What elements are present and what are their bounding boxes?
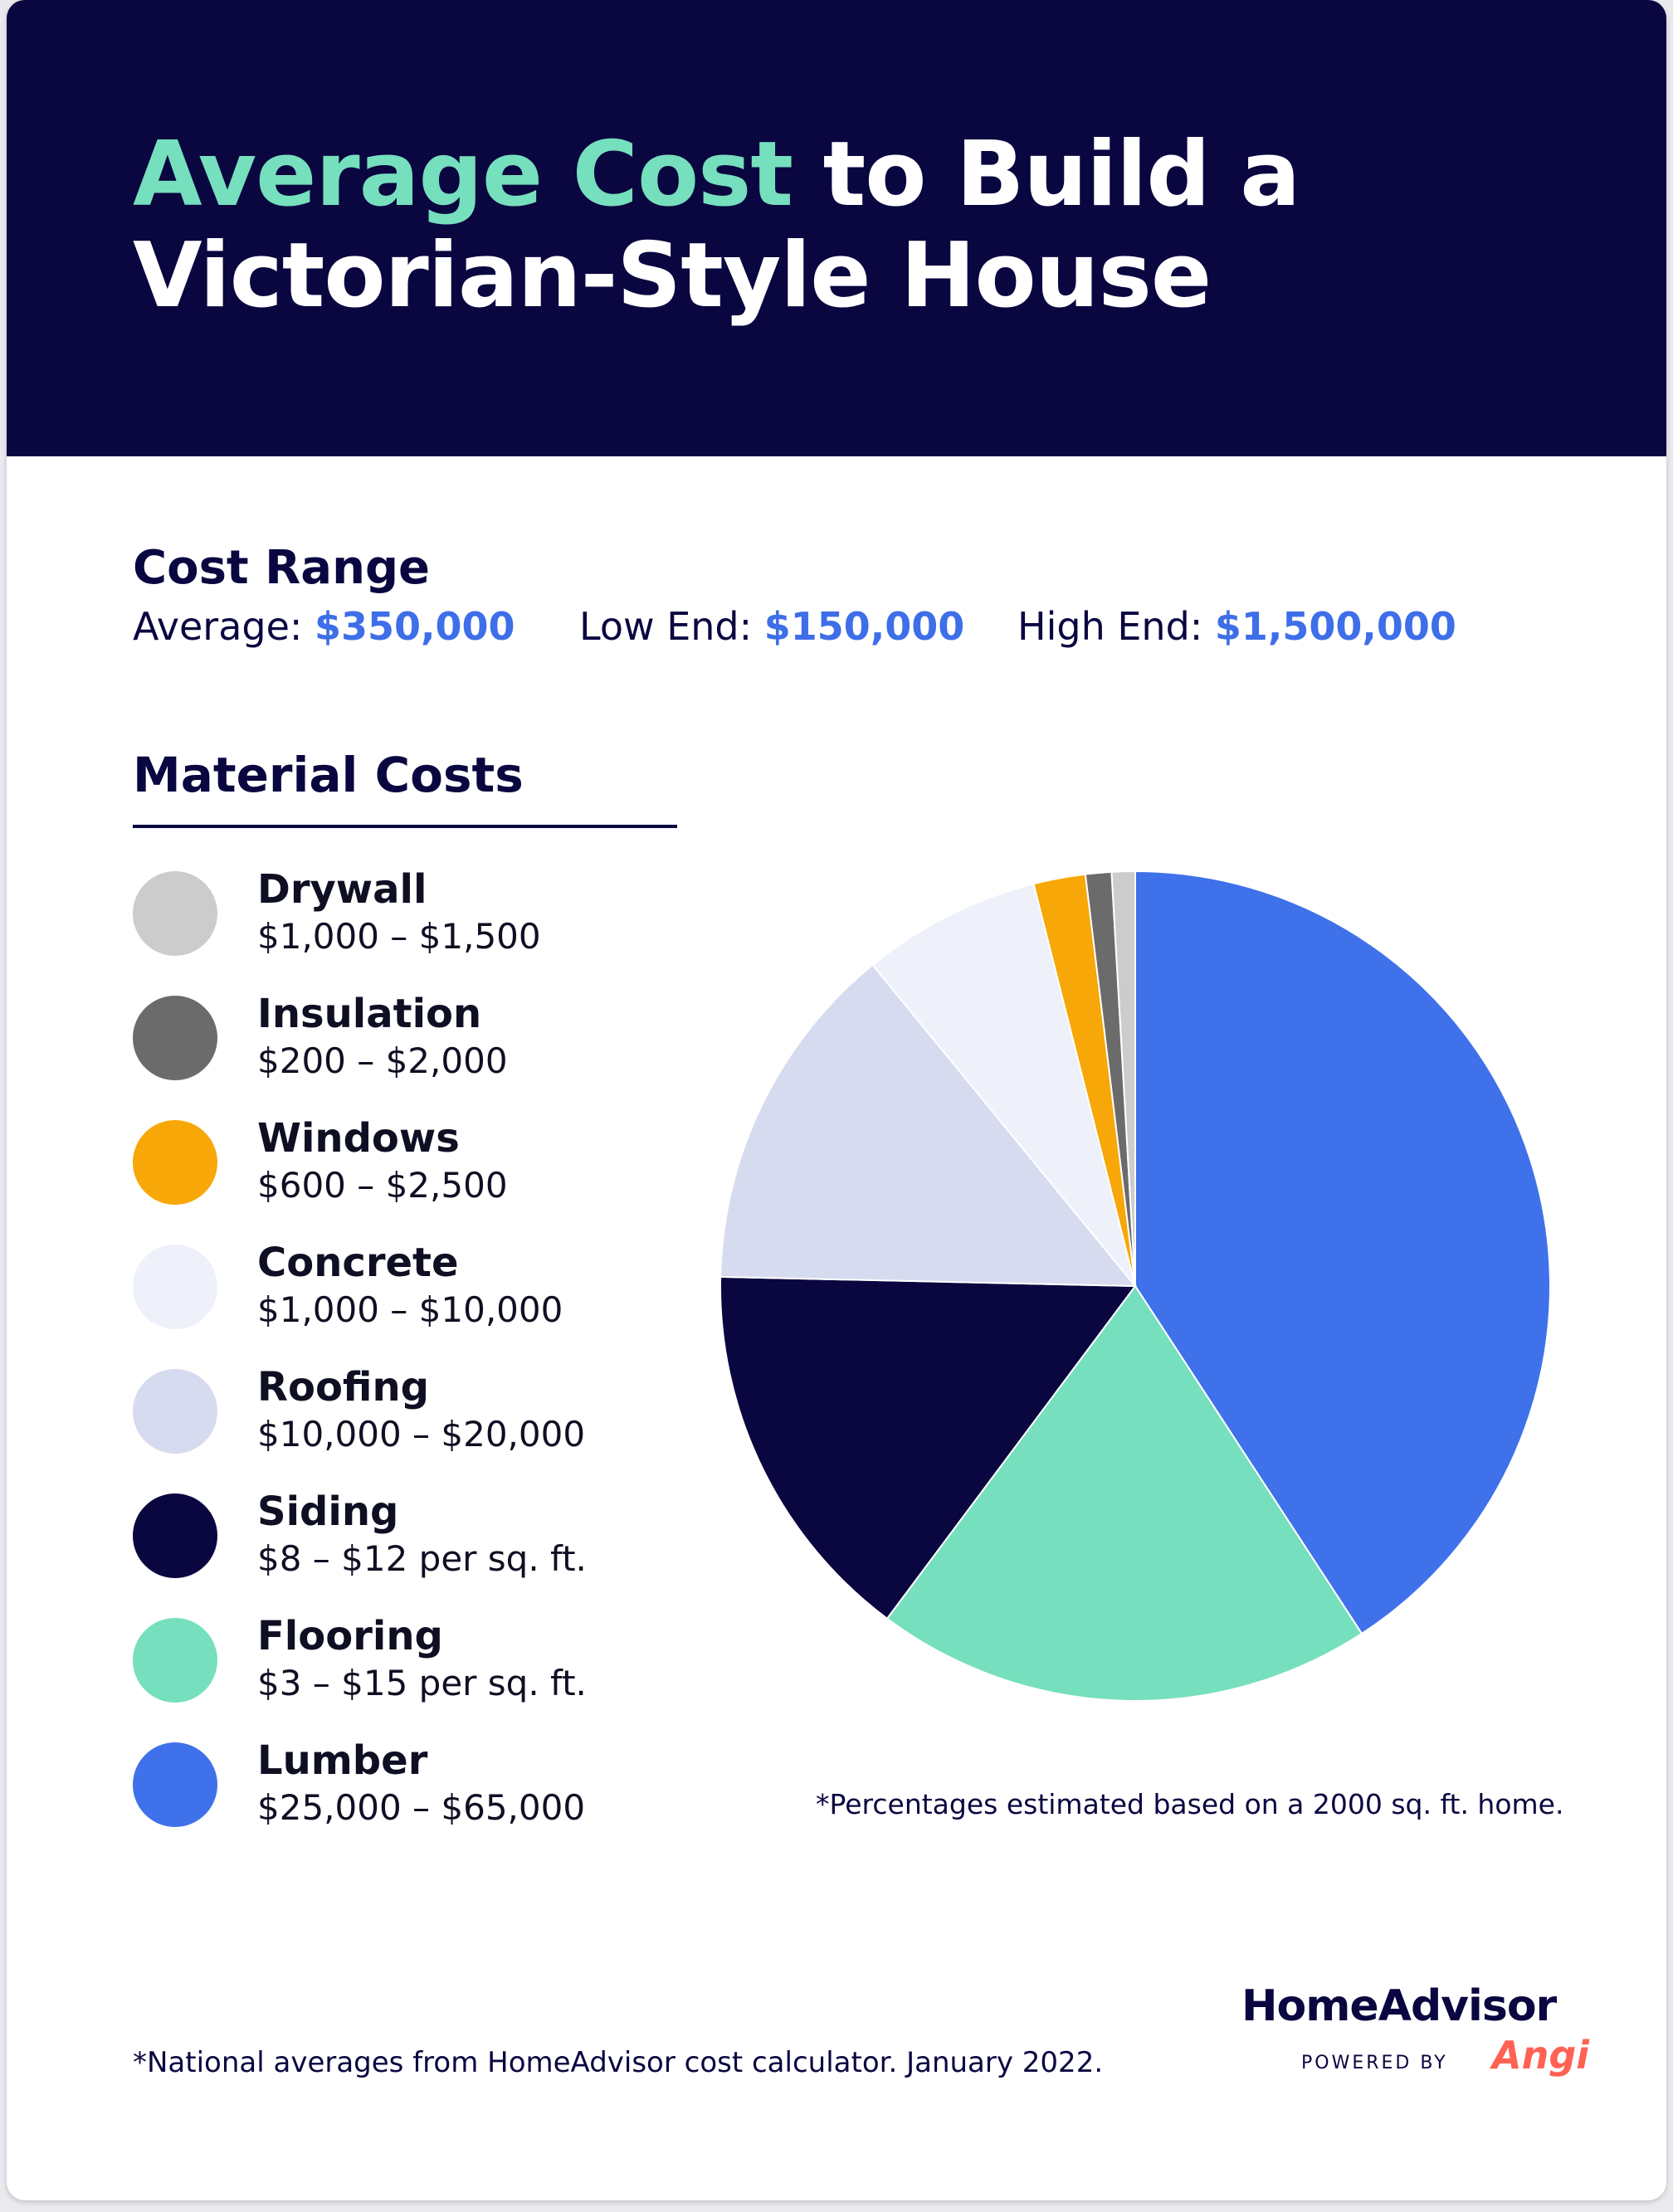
pie-slice-flooring [885, 1284, 1363, 1702]
legend-range: $200 – $2,000 [257, 1040, 508, 1081]
legend-name: Siding [257, 1488, 399, 1535]
legend-swatch-siding [133, 1493, 217, 1578]
material-costs-heading: Material Costs [133, 747, 524, 803]
title-accent: Average Cost [133, 123, 793, 227]
average-value: $350,000 [315, 604, 515, 649]
title-line-2: Victorian-Style House [133, 224, 1212, 328]
average-cost: Average: $350,000 [133, 604, 515, 649]
legend-range: $600 – $2,500 [257, 1165, 508, 1206]
heading-divider [133, 825, 677, 828]
pie-chart [719, 870, 1551, 1702]
legend-swatch-concrete [133, 1245, 217, 1329]
legend-range: $10,000 – $20,000 [257, 1414, 586, 1454]
legend-swatch-flooring [133, 1618, 217, 1703]
pie-slice-siding [719, 1275, 1137, 1620]
homeadvisor-logo: HomeAdvisor [1241, 1981, 1557, 2031]
average-label: Average: [133, 604, 303, 649]
title-rest: to Build a [793, 123, 1300, 227]
legend-name: Roofing [257, 1364, 430, 1411]
legend-item-roofing: Roofing $10,000 – $20,000 [133, 1364, 730, 1469]
powered-by-label: POWERED BY [1301, 2053, 1448, 2073]
pie-slice-drywall [1110, 870, 1136, 1287]
page-title: Average Cost to Build a Victorian-Style H… [133, 124, 1300, 327]
legend-name: Lumber [257, 1737, 428, 1784]
legend-item-insulation: Insulation $200 – $2,000 [133, 991, 730, 1095]
chart-note: *Percentages estimated based on a 2000 s… [816, 1788, 1564, 1820]
infographic-card: Average Cost to Build a Victorian-Style H… [7, 0, 1666, 2200]
low-end-value: $150,000 [763, 604, 965, 649]
legend-name: Drywall [257, 866, 427, 913]
legend-name: Insulation [257, 991, 482, 1037]
high-end-cost: High End: $1,500,000 [1017, 604, 1456, 649]
legend-swatch-roofing [133, 1369, 217, 1454]
legend-swatch-drywall [133, 871, 217, 956]
legend-item-siding: Siding $8 – $12 per sq. ft. [133, 1488, 730, 1593]
legend-item-drywall: Drywall $1,000 – $1,500 [133, 866, 730, 971]
legend-item-concrete: Concrete $1,000 – $10,000 [133, 1240, 730, 1344]
high-end-label: High End: [1017, 604, 1203, 649]
cost-range-heading: Cost Range [133, 541, 431, 595]
legend-item-lumber: Lumber $25,000 – $65,000 [133, 1737, 730, 1842]
legend-name: Concrete [257, 1240, 459, 1286]
legend-range: $8 – $12 per sq. ft. [257, 1538, 587, 1579]
legend-swatch-lumber [133, 1742, 217, 1827]
pie-slice-roofing [719, 963, 1138, 1288]
header-banner: Average Cost to Build a Victorian-Style H… [7, 0, 1666, 456]
legend-name: Flooring [257, 1613, 443, 1659]
footnote: *National averages from HomeAdvisor cost… [133, 2046, 1104, 2079]
legend-name: Windows [257, 1115, 460, 1162]
legend-item-windows: Windows $600 – $2,500 [133, 1115, 730, 1220]
legend-swatch-insulation [133, 996, 217, 1080]
pie-slice-lumber [1134, 870, 1551, 1635]
legend-swatch-windows [133, 1120, 217, 1205]
legend-item-flooring: Flooring $3 – $15 per sq. ft. [133, 1613, 730, 1717]
legend-range: $1,000 – $10,000 [257, 1289, 563, 1330]
legend-range: $1,000 – $1,500 [257, 916, 541, 957]
angi-logo: Angi [1492, 2033, 1590, 2078]
low-end-label: Low End: [579, 604, 753, 649]
legend-range: $25,000 – $65,000 [257, 1787, 586, 1828]
low-end-cost: Low End: $150,000 [579, 604, 964, 649]
legend-range: $3 – $15 per sq. ft. [257, 1663, 587, 1703]
pie-slice-concrete [871, 883, 1136, 1287]
high-end-value: $1,500,000 [1214, 604, 1456, 649]
